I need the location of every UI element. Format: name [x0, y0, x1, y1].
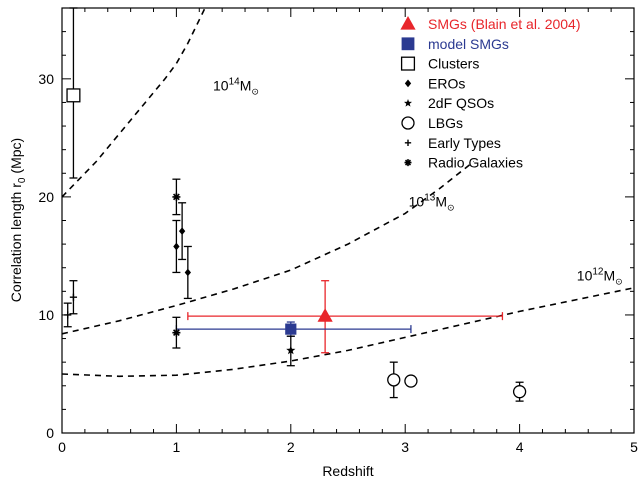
x-tick-label: 1: [173, 439, 181, 455]
legend-marker: [404, 139, 412, 146]
data-point: [173, 242, 180, 251]
y-axis-label-main: Correlation length r: [8, 183, 24, 302]
data-point: [178, 227, 186, 235]
halo-mass-label: 1012M⊙: [577, 267, 623, 287]
y-axis-label-sub: 0: [17, 177, 28, 183]
halo-mass-unit: M: [240, 78, 252, 94]
halo-mass-subscript: ⊙: [447, 202, 455, 212]
halo-mass-subscript: ⊙: [251, 87, 259, 97]
x-axis-label: Redshift: [322, 463, 373, 479]
legend-marker: [400, 16, 416, 30]
y-axis-label-unit: (Mpc): [8, 138, 24, 174]
mass-curves-layer: 1014M⊙1013M⊙1012M⊙: [61, 7, 635, 378]
x-tick-label: 3: [401, 439, 409, 455]
data-point: [404, 374, 418, 388]
halo-mass-label: 1014M⊙: [213, 77, 259, 97]
halo-mass-curve: [61, 287, 635, 378]
legend-label: 2dF QSOs: [428, 95, 494, 111]
legend-label: Early Types: [428, 135, 501, 151]
data-point: [285, 323, 297, 335]
halo-mass-base: 10: [577, 268, 593, 284]
legend-label: Clusters: [428, 56, 479, 72]
legend-label: EROs: [428, 75, 465, 91]
x-tick-label: 4: [516, 439, 524, 455]
halo-mass-label: 1013M⊙: [409, 192, 455, 212]
halo-mass-curve: [61, 7, 206, 198]
legend-label: model SMGs: [428, 36, 509, 52]
legend-label: Radio Galaxies: [428, 155, 523, 171]
legend-marker: [404, 79, 412, 88]
y-tick-label: 20: [38, 189, 54, 205]
halo-mass-base: 10: [213, 78, 229, 94]
legend-marker: [404, 99, 412, 107]
markers-layer: [64, 88, 527, 399]
legend-marker: [401, 116, 415, 130]
halo-mass-base: 10: [409, 193, 425, 209]
data-point: [172, 328, 181, 337]
legend-label: LBGs: [428, 115, 463, 131]
data-point: [512, 385, 527, 399]
x-tick-label: 0: [58, 439, 66, 455]
legend-label: SMGs (Blain et al. 2004): [428, 16, 581, 32]
y-tick-label: 30: [38, 71, 54, 87]
legend-marker: [400, 56, 416, 71]
x-tick-label: 2: [287, 439, 295, 455]
legend: SMGs (Blain et al. 2004) model SMGs Cluste…: [400, 16, 581, 171]
halo-mass-unit: M: [435, 193, 447, 209]
data-point: [66, 88, 81, 103]
x-tick-label: 5: [630, 439, 638, 455]
halo-mass-exponent: 12: [592, 267, 604, 278]
plot-frame: [61, 7, 635, 434]
data-point: [69, 293, 78, 301]
legend-marker: [401, 37, 415, 51]
halo-mass-exponent: 14: [229, 77, 241, 88]
data-point: [184, 268, 191, 277]
halo-mass-exponent: 13: [424, 192, 436, 203]
data-point: [172, 192, 181, 201]
y-tick-label: 10: [38, 307, 54, 323]
legend-marker: [404, 159, 412, 167]
halo-mass-subscript: ⊙: [615, 277, 623, 287]
halo-mass-curve: [61, 160, 475, 335]
data-point: [286, 345, 296, 355]
y-axis-label: Correlation length r0 (Mpc): [8, 138, 28, 302]
halo-mass-unit: M: [604, 268, 616, 284]
data-point: [317, 308, 333, 322]
data-point: [387, 373, 401, 387]
y-tick-label: 0: [46, 425, 54, 441]
